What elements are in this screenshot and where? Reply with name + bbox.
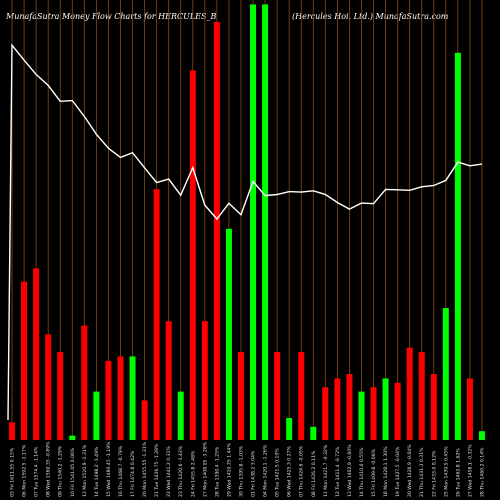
money-flow-bar (81, 325, 88, 440)
money-flow-bar (322, 387, 329, 440)
money-flow-bar (93, 391, 100, 440)
money-flow-bar (129, 356, 136, 440)
x-tick-label: 15 Wed 1480.45 -1.19% (106, 441, 112, 497)
money-flow-bar (33, 268, 40, 440)
x-tick-label: 30 Thu 1395.8 -1.03% (238, 445, 244, 497)
x-tick-label: 25 Mon 1439.5 0.45% (443, 446, 449, 497)
x-tick-label: 28 Tue 1390.4 -1.25% (214, 446, 220, 497)
money-flow-bar (153, 189, 160, 440)
chart-title-right: (Hercules Hoi. Ltd.) MunafaSutra.com (292, 12, 449, 21)
x-tick-label: 13 Wed 1402.9 -0.60% (347, 444, 353, 497)
x-tick-label: 07 Tue 1574.4 -1.14% (34, 446, 40, 497)
x-tick-label: 26 Tue 1462.8 1.62% (455, 448, 461, 497)
x-tick-label: 06 Wed 1425.3 0.27% (287, 445, 293, 497)
money-flow-bar (250, 4, 257, 441)
money-flow-bar (442, 308, 449, 440)
x-tick-label: 10 Fri 1541.05 0.06% (70, 447, 76, 497)
money-flow-bar (274, 352, 281, 440)
money-flow-bar (189, 70, 196, 441)
x-tick-label: 21 Thu 1431.3 0.31% (419, 447, 425, 497)
x-tick-label: 12 Tue 1411.4 -0.72% (335, 446, 341, 497)
money-flow-bar (213, 22, 220, 440)
x-tick-label: 14 Tue 1498.2 -1.49% (94, 446, 100, 497)
money-flow-bar (298, 352, 305, 440)
money-flow-bar (57, 352, 64, 440)
x-tick-label: 14 Thu 1410.6 0.55% (359, 447, 365, 497)
x-tick-label: 04 Mon 1420.1 -1.26% (263, 444, 269, 497)
x-tick-label: 16 Thu 1468.7 -0.79% (118, 445, 124, 497)
x-tick-label: 05 Tue 1421.5 0.10% (275, 448, 281, 497)
x-tick-label: 28 Thu 1460.2 0.14% (479, 447, 485, 497)
money-flow-bar (346, 374, 353, 440)
money-flow-bar (370, 387, 377, 440)
money-flow-bar (478, 431, 485, 440)
money-flow-bar (286, 418, 293, 440)
money-flow-bar (177, 391, 184, 440)
money-flow-bar (165, 321, 172, 440)
money-flow-bar (262, 4, 269, 441)
x-tick-label: 07 Thu 1424.6 -0.05% (299, 445, 305, 497)
money-flow-bar (225, 228, 232, 440)
x-tick-label: 18 Mon 1428.1 1.30% (383, 446, 389, 497)
x-tick-label: 06 Mon 1592.5 -1.17% (22, 444, 28, 497)
price-line (7, 43, 483, 421)
x-tick-label: 22 Wed 1441.2 0.31% (166, 445, 172, 497)
x-tick-label: 27 Wed 1458.1 -0.32% (467, 444, 473, 497)
money-flow-bar (394, 382, 401, 440)
x-tick-label: 19 Tue 1427.5 -0.04% (395, 446, 401, 497)
money-flow-bar (310, 426, 317, 440)
money-flow-bar (105, 360, 112, 440)
money-flow-bar (117, 356, 124, 440)
x-tick-label: 29 Wed 1410.35 1.44% (226, 443, 232, 497)
money-flow-bar (141, 400, 148, 440)
money-flow-bar (9, 422, 16, 440)
money-flow-bar (334, 378, 341, 440)
x-tick-label: 13 Mon 1520.9 -1.31% (82, 444, 88, 497)
x-tick-label: 20 Wed 1426.9 -0.04% (407, 444, 413, 497)
x-tick-label: 17 Fri 1474.8 0.42% (130, 450, 136, 497)
money-flow-bar (358, 391, 365, 440)
money-flow-bar (454, 52, 461, 441)
money-flow-bar (382, 378, 389, 440)
money-flow-bar (466, 378, 473, 440)
x-tick-label: 24 Fri 1455.8 2.48% (190, 450, 196, 497)
x-tick-label: 27 Mon 1408.05 -3.28% (202, 441, 208, 497)
money-flow-bar (69, 435, 76, 440)
x-tick-label: 08 Fri 1426.2 0.11% (311, 450, 317, 497)
money-flow-bar (45, 334, 52, 440)
x-tick-label: 22 Fri 1433.0 0.12% (431, 450, 437, 497)
x-tick-label: 09 Thu 1540.2 -1.29% (58, 445, 64, 497)
money-flow-bar (430, 374, 437, 440)
money-flow-bar (406, 347, 413, 440)
x-tick-label: 23 Thu 1420.6 -1.43% (178, 445, 184, 497)
chart-title-left: MunafaSutra Money Flow Charts for HERCUL… (6, 12, 217, 21)
money-flow-bar (418, 352, 425, 440)
x-tick-label: 03 Fri 1611.55 0.15% (10, 447, 16, 497)
x-tick-label: 15 Fri 1409.8 -0.06% (371, 448, 377, 497)
x-tick-label: 01 Fri 1438.2 3.04% (251, 450, 257, 497)
money-flow-bar (237, 352, 244, 440)
x-tick-label: 21 Tue 1436.75 -1.29% (154, 443, 160, 497)
x-tick-label: 20 Mon 1455.55 -1.31% (142, 441, 148, 497)
money-flow-bar (201, 321, 208, 440)
x-tick-label: 11 Mon 1421.7 -0.32% (323, 444, 329, 497)
x-tick-label: 08 Wed 1560.35 -0.89% (46, 441, 52, 497)
money-flow-bar (21, 281, 28, 440)
